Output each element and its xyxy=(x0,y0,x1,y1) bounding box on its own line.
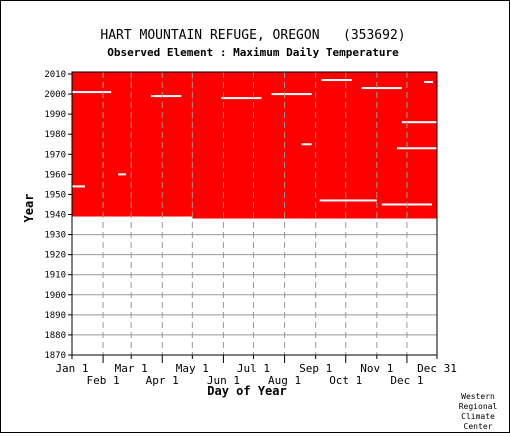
missing-segment-1 xyxy=(72,185,86,188)
missing-segment-12 xyxy=(271,93,312,96)
x-tick-label-dec-1: Dec 1 xyxy=(390,374,423,387)
y-tick-label-2000: 2000 xyxy=(44,90,66,100)
credit-line-4: Center xyxy=(464,422,493,431)
credit-line-1: Western xyxy=(461,392,495,401)
y-tick-label-1930: 1930 xyxy=(44,231,66,241)
y-tick-label-1880: 1880 xyxy=(44,331,66,341)
missing-segment-11 xyxy=(72,91,112,94)
data-coverage-block-2 xyxy=(131,72,193,217)
y-tick-label-1900: 1900 xyxy=(44,291,66,301)
credit-line-2: Regional xyxy=(459,402,498,411)
x-tick-label-jan-1: Jan 1 xyxy=(55,362,88,375)
x-tick-label-apr-1: Apr 1 xyxy=(146,374,179,387)
chart-title: HART MOUNTAIN REFUGE, OREGON (353692) xyxy=(100,28,405,43)
x-tick-label-mar-1: Mar 1 xyxy=(115,362,148,375)
plot-area: 1870 1880 1890 1900 1910 1920 1930 1940 1950 1960… xyxy=(44,70,457,387)
missing-segment-6 xyxy=(396,147,437,150)
y-tick-label-1940: 1940 xyxy=(44,211,66,221)
x-tick-label-dec-31: Dec 31 xyxy=(417,362,457,375)
data-coverage-block-1 xyxy=(72,72,132,217)
x-tick-label-aug-1: Aug 1 xyxy=(268,374,301,387)
credit-line-3: Climate xyxy=(461,412,495,421)
y-tick-label-1920: 1920 xyxy=(44,251,66,261)
missing-segment-14 xyxy=(221,97,262,100)
missing-segment-9 xyxy=(361,87,402,90)
y-tick-label-1890: 1890 xyxy=(44,311,66,321)
credit-block: Western Regional Climate Center xyxy=(459,392,498,431)
y-tick-label-1970: 1970 xyxy=(44,150,66,160)
y-tick-label-1870: 1870 xyxy=(44,351,66,361)
x-axis-label: Day of Year xyxy=(207,384,286,398)
x-tick-label-may-1: May 1 xyxy=(176,362,209,375)
plot-border xyxy=(71,71,438,356)
x-tick-label-oct-1: Oct 1 xyxy=(329,374,362,387)
missing-segment-3 xyxy=(301,143,312,146)
y-axis-label: Year xyxy=(22,194,36,223)
y-tick-label-2010: 2010 xyxy=(44,70,66,80)
y-tick-label-1960: 1960 xyxy=(44,170,66,180)
missing-segment-8 xyxy=(321,79,352,82)
x-tick-label-jun-1: Jun 1 xyxy=(207,374,240,387)
x-tick-label-sep-1: Sep 1 xyxy=(299,362,332,375)
x-tick-label-feb-1: Feb 1 xyxy=(87,374,120,387)
y-tick-label-1990: 1990 xyxy=(44,110,66,120)
missing-segment-4 xyxy=(319,199,377,202)
y-tick-label-1950: 1950 xyxy=(44,190,66,200)
missing-segment-7 xyxy=(401,121,437,124)
missing-segment-10 xyxy=(423,81,433,84)
y-tick-label-1910: 1910 xyxy=(44,271,66,281)
chart-subtitle: Observed Element : Maximum Daily Tempera… xyxy=(107,46,399,59)
x-tick-label-nov-1: Nov 1 xyxy=(360,362,393,375)
y-tick-label-1980: 1980 xyxy=(44,130,66,140)
missing-segment-2 xyxy=(118,173,127,176)
x-tick-label-jul-1: Jul 1 xyxy=(237,362,270,375)
missing-segment-13 xyxy=(151,95,182,98)
data-coverage-block-3 xyxy=(192,72,437,219)
